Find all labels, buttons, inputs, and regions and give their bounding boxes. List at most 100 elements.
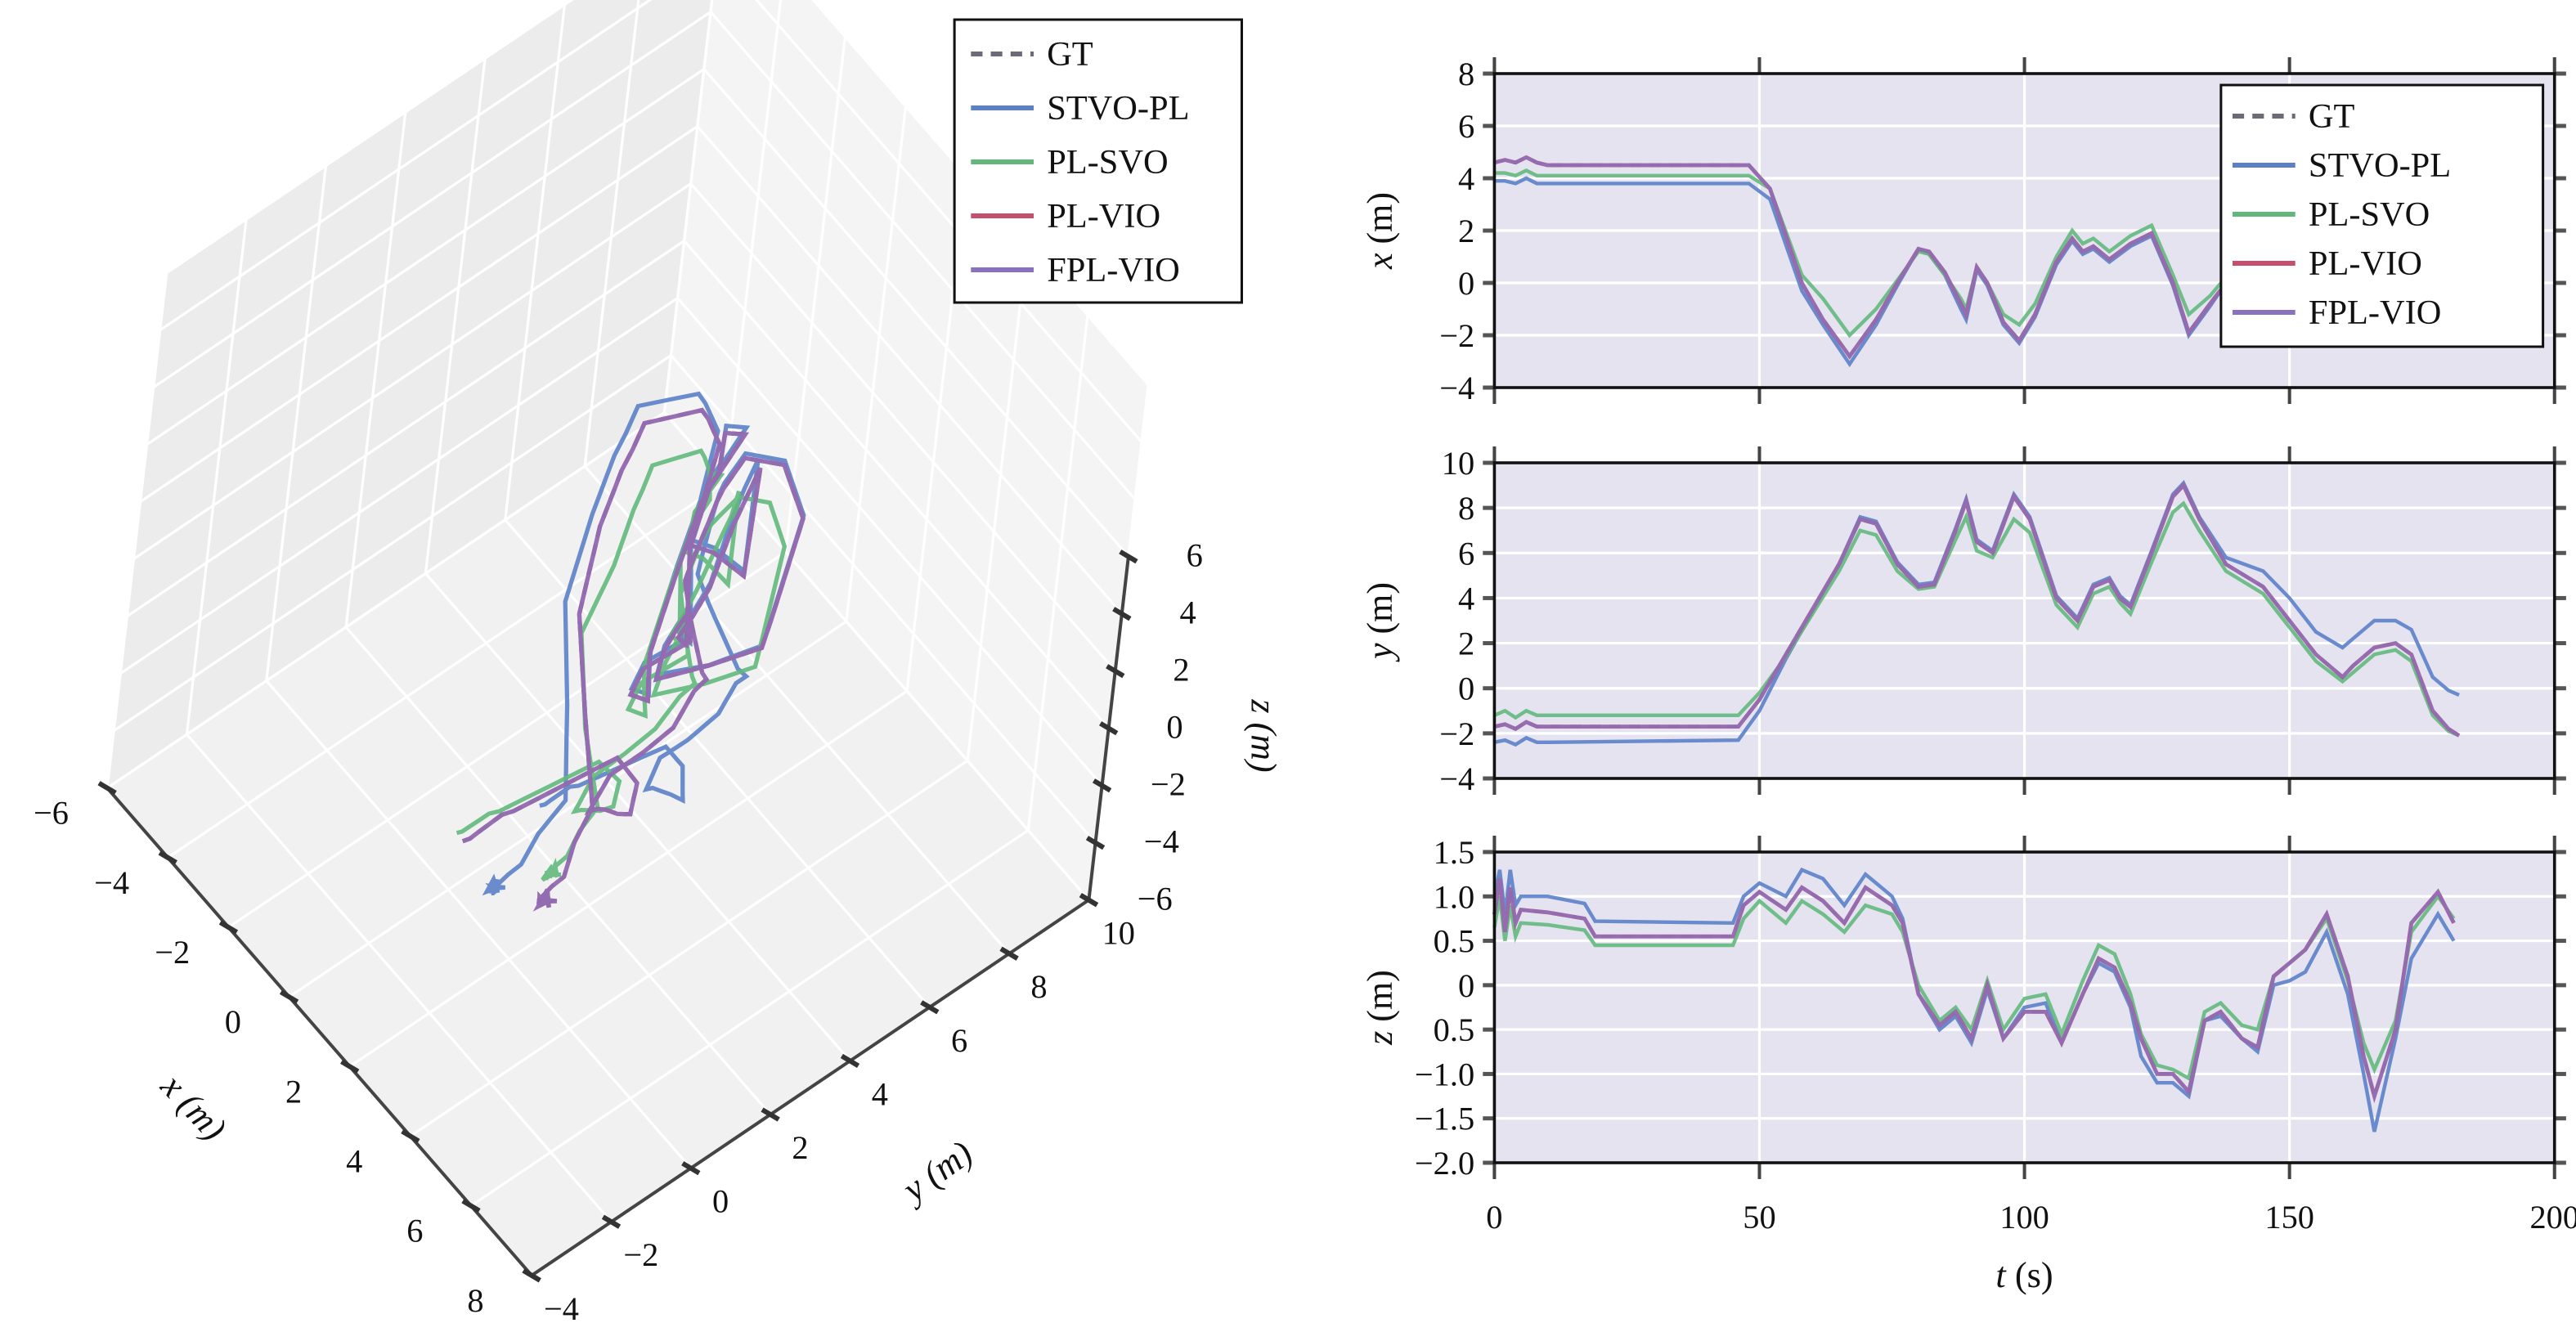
y-tick-label: −1.0 bbox=[1415, 1056, 1474, 1093]
y-tick-label: 10 bbox=[1442, 445, 1474, 482]
back-wall-grid-line bbox=[1026, 315, 1089, 831]
3d-z-axis-tick bbox=[1079, 893, 1099, 908]
3d-z-axis-tick-label: 4 bbox=[1179, 594, 1196, 631]
legend-label: PL-SVO bbox=[2309, 195, 2430, 234]
left-wall-grid-line bbox=[152, 11, 711, 389]
y-tick-label: 0 bbox=[1458, 265, 1474, 302]
3d-x-axis-tick bbox=[158, 850, 177, 865]
series-line-fpl-vio bbox=[1492, 878, 2456, 1103]
3d-x-axis-tick bbox=[97, 781, 117, 796]
y-tick-label: −4 bbox=[1439, 760, 1474, 797]
left-wall-grid-line bbox=[146, 68, 705, 446]
3d-z-axis-tick bbox=[1119, 549, 1138, 564]
back-wall-grid-line bbox=[702, 68, 1130, 558]
y-axis-label-unit: (m) bbox=[1360, 582, 1400, 635]
3d-x-axis-tick bbox=[218, 920, 239, 935]
y-axis-label-unit: (m) bbox=[1360, 970, 1400, 1022]
3d-z-axis-tick-label: −2 bbox=[1151, 766, 1186, 803]
y-tick-label: −2 bbox=[1439, 317, 1474, 354]
3d-y-axis-line bbox=[531, 898, 1090, 1277]
left-wall-grid-line bbox=[106, 411, 666, 790]
3d-z-axis-tick bbox=[1106, 664, 1125, 679]
3d-z-axis-label: z (m) bbox=[1244, 698, 1284, 772]
x-axis-label: t (s) bbox=[1995, 1255, 2053, 1295]
3d-x-axis-tick bbox=[279, 989, 299, 1004]
3d-z-axis-tick bbox=[1099, 721, 1119, 736]
3d-y-axis-tick bbox=[522, 1268, 541, 1283]
3d-y-axis-tick-label: −4 bbox=[544, 1290, 579, 1327]
back-wall-grid-line bbox=[966, 245, 1029, 761]
floor-grid-line bbox=[504, 518, 931, 1008]
left-wall-grid-line bbox=[159, 0, 653, 332]
back-wall-grid-line bbox=[683, 240, 1110, 729]
3d-z-axis-tick-label: 0 bbox=[1166, 709, 1183, 746]
floor-grid-line bbox=[167, 481, 726, 859]
y-tick-label: −4 bbox=[1439, 370, 1474, 406]
3d-legend: GT STVO-PL PL-SVO PL-VIO FPL-VIO bbox=[953, 18, 1243, 304]
legend-label: PL-VIO bbox=[1047, 197, 1160, 235]
3d-y-axis-tick-label: −2 bbox=[623, 1236, 658, 1273]
plot-frame bbox=[1492, 461, 2556, 780]
back-wall-grid-line bbox=[689, 182, 1116, 672]
3d-z-axis-tick-label: −4 bbox=[1144, 823, 1179, 860]
left-wall-grid-line bbox=[119, 297, 679, 675]
3d-y-axis-tick-label: 0 bbox=[712, 1183, 729, 1220]
left-wall-grid-line bbox=[132, 182, 692, 561]
y-tick-label: 0 bbox=[1458, 967, 1474, 1004]
panel-y: −4 −2 0 2 4 6 8 10 y (m) bbox=[1360, 445, 2566, 797]
y-tick-label: 0.5 bbox=[1434, 923, 1474, 960]
back-wall-grid-line bbox=[845, 105, 908, 622]
y-tick-label: −2 bbox=[1439, 715, 1474, 752]
3d-y-axis-tick bbox=[601, 1214, 622, 1229]
3d-x-axis-tick bbox=[461, 1199, 481, 1213]
y-tick-label: 6 bbox=[1458, 535, 1474, 572]
3d-z-axis-tick-label: 2 bbox=[1173, 652, 1189, 688]
3d-x-axis-tick bbox=[401, 1128, 420, 1144]
left-wall-grid-line bbox=[583, 0, 640, 467]
3d-x-axis-tick-label: 6 bbox=[406, 1213, 423, 1249]
3d-x-axis-tick-label: −4 bbox=[94, 864, 129, 901]
y-tick-label: 1.5 bbox=[1434, 834, 1474, 871]
legend-label: STVO-PL bbox=[1047, 89, 1189, 128]
left-wall-grid-line bbox=[185, 218, 248, 735]
back-wall-grid-line bbox=[709, 11, 1137, 500]
y-tick-label: 0.5 bbox=[1434, 1011, 1474, 1048]
left-wall-grid-line bbox=[139, 125, 698, 504]
y-axis-label-var: z bbox=[1360, 1031, 1400, 1046]
3d-y-axis-tick-label: 4 bbox=[872, 1076, 888, 1113]
left-wall-grid-line bbox=[662, 0, 714, 413]
time-series-legend: GT STVO-PL PL-SVO PL-VIO FPL-VIO bbox=[2219, 83, 2545, 348]
3d-x-axis-tick-label: 2 bbox=[285, 1074, 302, 1110]
y-tick-label: 2 bbox=[1458, 213, 1474, 249]
x-tick-label: 200 bbox=[2529, 1199, 2576, 1236]
x-tick-label: 100 bbox=[1999, 1199, 2049, 1236]
series-line-stvo-pl bbox=[1492, 868, 2456, 1132]
3d-x-axis-line bbox=[105, 787, 533, 1277]
3d-z-axis-tick-label: −6 bbox=[1138, 881, 1173, 917]
series-line-pl-svo bbox=[1493, 500, 2460, 738]
3d-x-axis-tick-label: 8 bbox=[467, 1282, 483, 1319]
left-wall-grid-line bbox=[113, 354, 672, 733]
legend-label: FPL-VIO bbox=[1047, 251, 1180, 289]
3d-z-axis-tick bbox=[1092, 778, 1112, 793]
3d-x-axis-tick-label: −6 bbox=[34, 795, 69, 832]
y-tick-label: 4 bbox=[1458, 581, 1474, 617]
3d-y-axis-tick-label: 10 bbox=[1102, 915, 1135, 952]
3d-y-axis-tick bbox=[681, 1161, 701, 1176]
plot-frame bbox=[1492, 850, 2556, 1164]
back-wall-grid-line bbox=[723, 0, 783, 482]
legend-label: FPL-VIO bbox=[2309, 294, 2442, 332]
floor-grid-line bbox=[409, 759, 969, 1137]
3d-y-axis-tick bbox=[761, 1107, 780, 1122]
y-tick-label: 8 bbox=[1458, 490, 1474, 527]
3d-y-axis-label: y (m) bbox=[892, 1133, 980, 1212]
y-tick-label: 1.0 bbox=[1434, 878, 1474, 915]
left-wall-grid-line bbox=[424, 58, 487, 574]
floor-grid-line bbox=[265, 679, 693, 1169]
3d-y-axis-tick-label: 6 bbox=[951, 1022, 967, 1059]
y-tick-label: 0 bbox=[1458, 670, 1474, 707]
back-wall-grid-line bbox=[663, 411, 1090, 901]
trajectory-fpl-vio bbox=[461, 407, 806, 912]
back-wall-grid-line bbox=[755, 0, 1143, 443]
